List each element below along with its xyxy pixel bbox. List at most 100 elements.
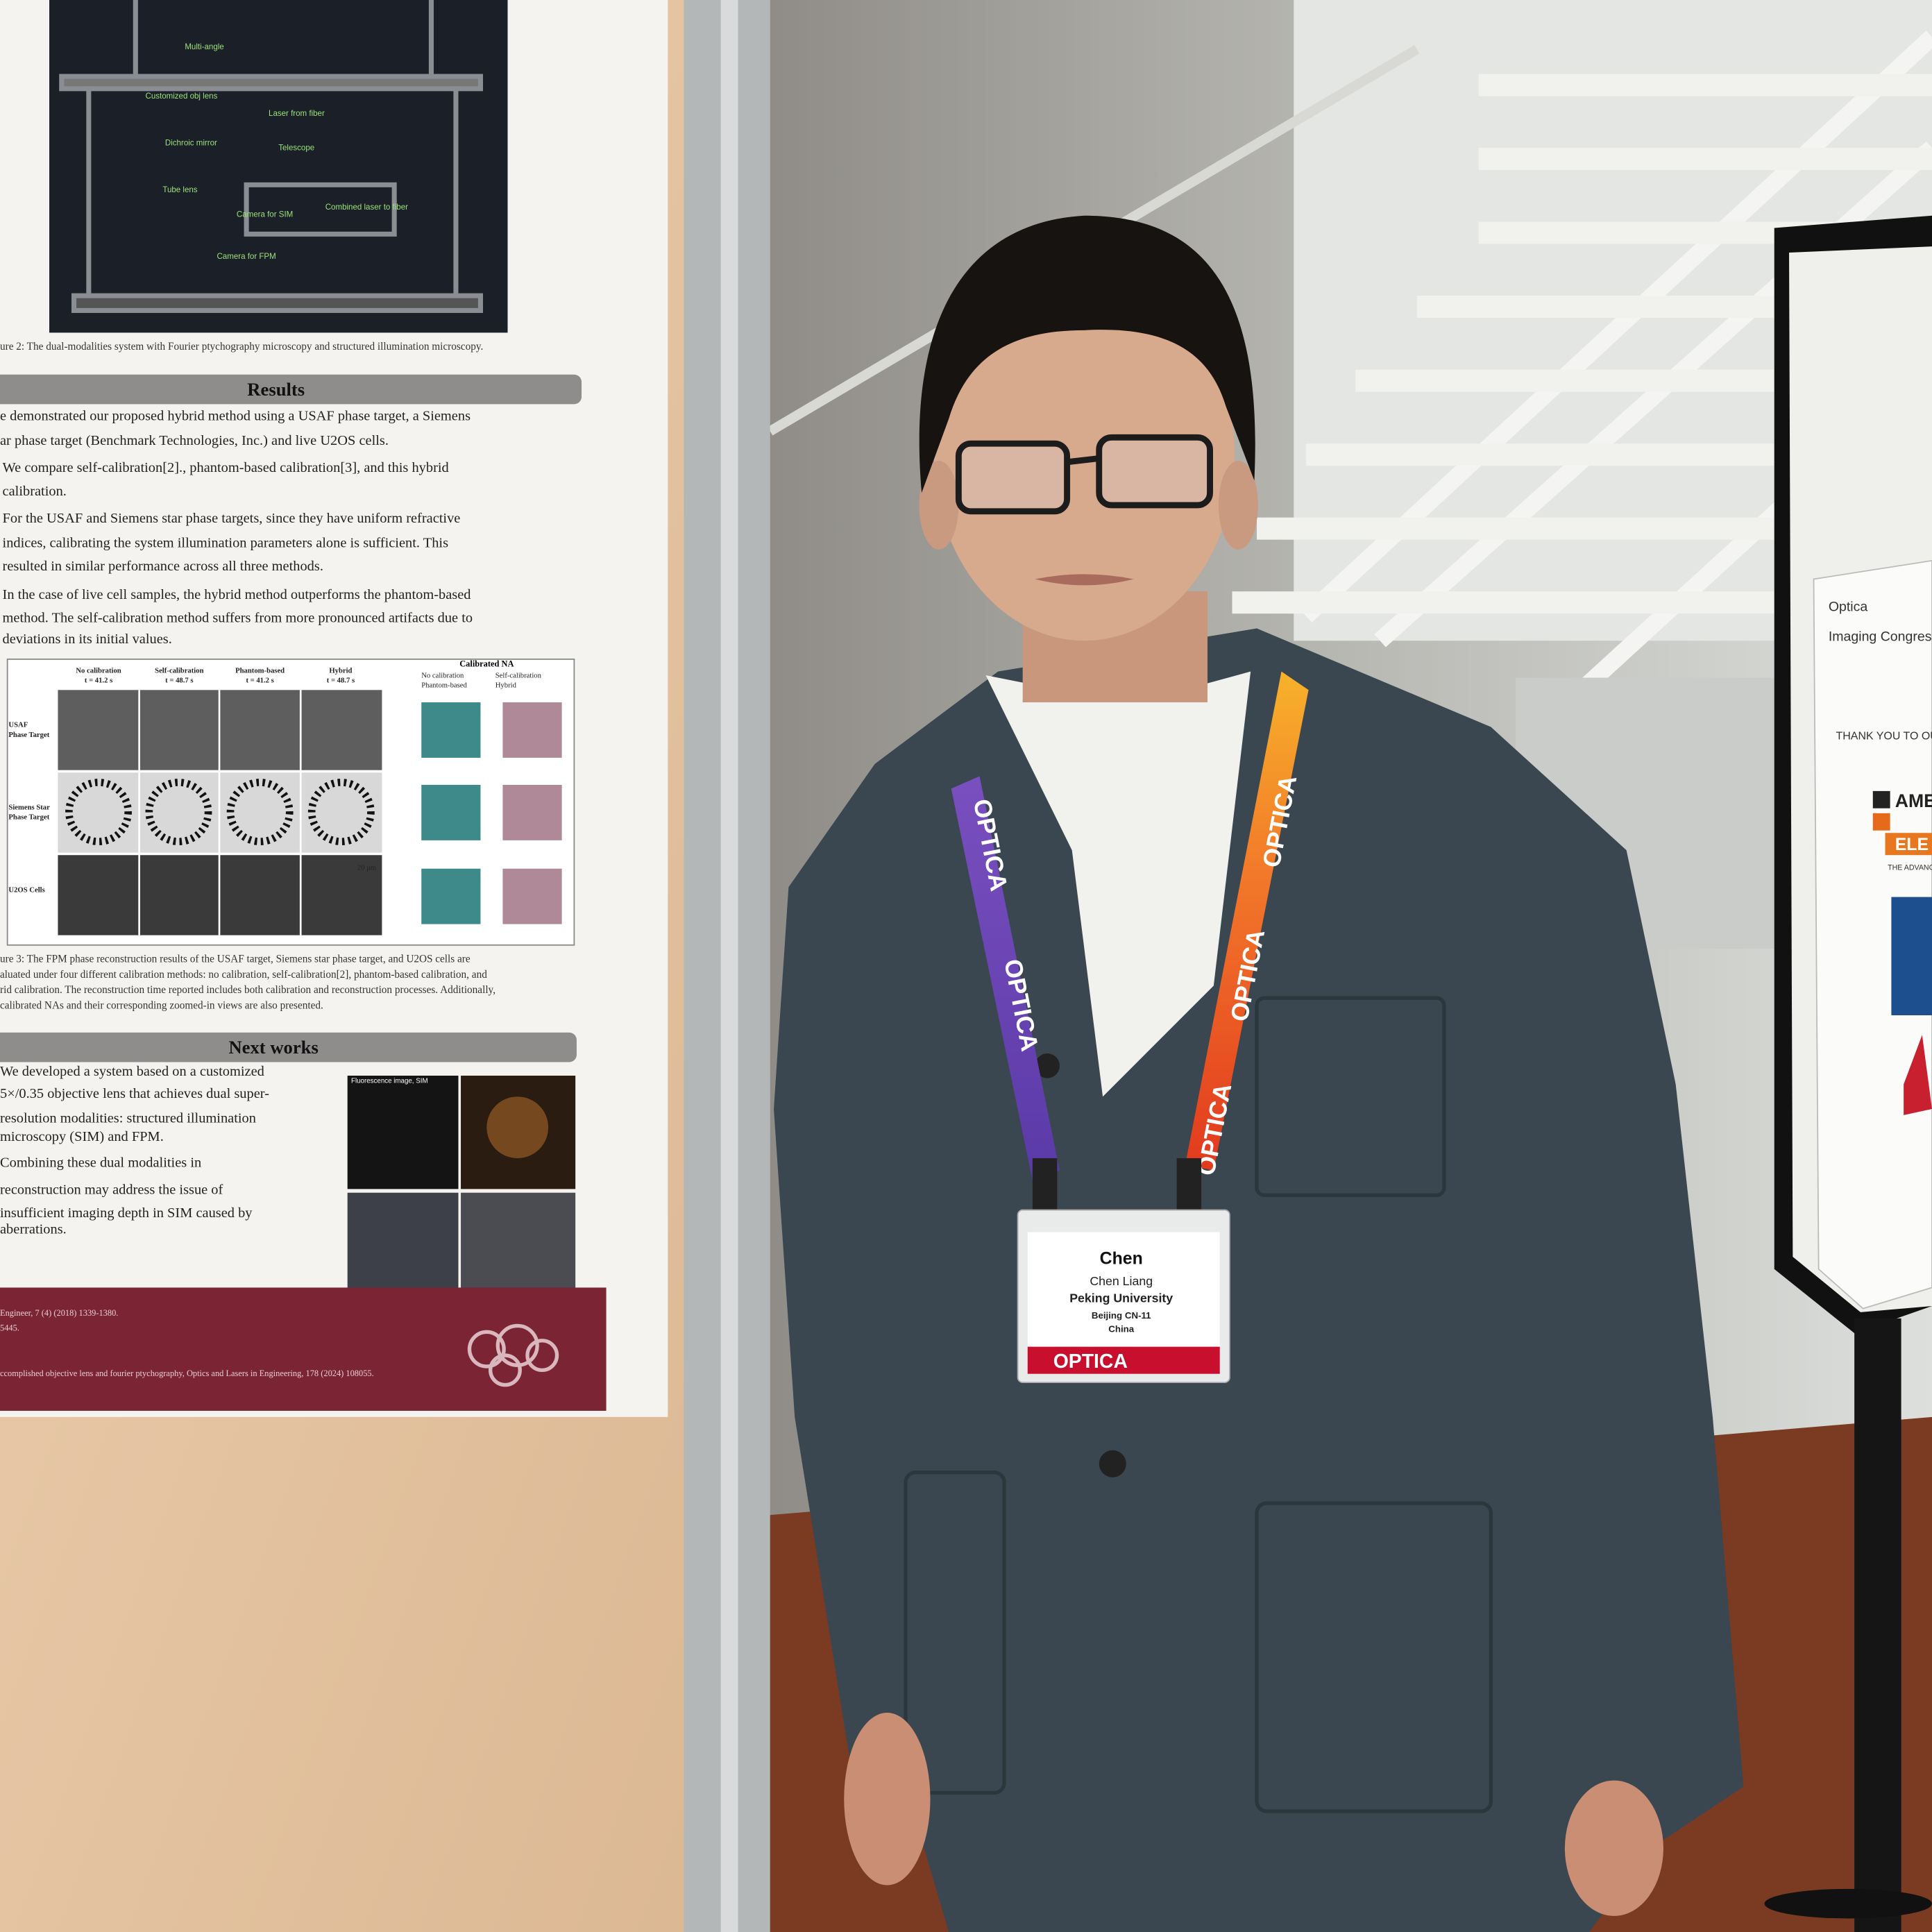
figure-caption: ure 2: The dual-modalities system with F… (0, 341, 483, 353)
badge-country: China (1108, 1323, 1135, 1334)
glasses (955, 434, 1213, 515)
body-text: For the USAF and Siemens star phase targ… (3, 511, 461, 526)
figure-label: Multi-angle (185, 43, 223, 51)
line (1067, 455, 1100, 466)
figure-caption: rid calibration. The reconstruction time… (0, 984, 495, 996)
body-text: ar phase target (Benchmark Technologies,… (0, 433, 389, 448)
badge-affiliation: Peking University (1069, 1291, 1173, 1305)
g: Multi-angle Customized obj lens Laser fr… (146, 43, 409, 261)
circle (525, 1339, 559, 1373)
rect (347, 1076, 459, 1189)
column-header: Self-calibration (155, 667, 203, 675)
figure-label: Fluorescence image, SIM (351, 1078, 428, 1085)
g: No calibration t = 41.2 s Self-calibration… (76, 667, 355, 684)
figure-label: Customized obj lens (146, 92, 218, 101)
sponsor-tagline: THE ADVANCED M (1888, 864, 1932, 872)
pillar-highlight (720, 0, 738, 1932)
body-text: resulted in similar performance across a… (3, 559, 323, 574)
section-heading: Next works (228, 1037, 318, 1058)
figure-2-photo (49, 0, 508, 333)
rect (502, 868, 562, 924)
body-text: We developed a system based on a customi… (0, 1064, 264, 1079)
body-text: Combining these dual modalities in (0, 1155, 201, 1170)
reference: Engineer, 7 (4) (2018) 1339-1380. (0, 1308, 118, 1318)
section-heading: Results (247, 379, 305, 400)
stand-base (1764, 1888, 1932, 1919)
face (933, 271, 1235, 641)
figure-4 (347, 1076, 576, 1307)
button (1099, 1450, 1126, 1477)
pocket (904, 1471, 1006, 1795)
sign-title: Optica (1829, 600, 1868, 615)
rect (1416, 296, 1787, 319)
circle (145, 779, 212, 845)
figure-label: Combined laser to fiber (325, 203, 408, 212)
figure-caption: calibrated NAs and their corresponding z… (0, 999, 323, 1011)
body-text: In the case of live cell samples, the hy… (3, 587, 471, 602)
rect (1306, 443, 1774, 466)
body-text: aberrations. (0, 1221, 67, 1237)
rect (1872, 790, 1890, 808)
sponsor-name: ELE (1895, 836, 1929, 854)
g: No calibration Self-calibration Phantom-ba… (421, 672, 541, 690)
cloud-ornament (467, 1323, 559, 1387)
rect (347, 1192, 459, 1307)
column-header: t = 48.7 s (165, 677, 193, 685)
reference: 5445. (0, 1323, 19, 1333)
column-header: Hybrid (329, 667, 352, 675)
section-bar (0, 374, 582, 405)
body-text: resolution modalities: structured illumi… (0, 1110, 256, 1126)
sign-poster (1813, 559, 1932, 1310)
column-header: t = 48.7 s (327, 677, 355, 685)
body-text: We compare self-calibration[2]., phantom… (3, 460, 449, 475)
legend-entry: No calibration (421, 672, 464, 680)
optical-setup (59, 0, 483, 313)
scale-bar: 20 μm (357, 865, 377, 872)
rect (502, 702, 562, 758)
rect (461, 1192, 576, 1307)
row-label: Phase Target (8, 731, 49, 739)
rect (244, 182, 397, 237)
figure-label: Dichroic mirror (165, 139, 217, 148)
body-text: 5×/0.35 objective lens that achieves dua… (0, 1086, 269, 1101)
rect (502, 785, 562, 840)
rect (955, 440, 1071, 515)
rect (1872, 813, 1890, 831)
lanyard (951, 776, 1060, 1180)
rect (421, 868, 481, 924)
body-text: microscopy (SIM) and FPM. (0, 1129, 164, 1144)
g: We developed a system based on a customi… (0, 1064, 269, 1237)
g (138, 690, 302, 935)
rect (59, 74, 483, 92)
circle (467, 1330, 506, 1368)
figure-label: Laser from fiber (269, 110, 325, 118)
badge-first-name: Chen (1100, 1250, 1143, 1269)
hand (844, 1712, 931, 1886)
figure-caption: aluated under four different calibration… (0, 969, 487, 981)
reconstruction-grid (58, 690, 382, 935)
rect (1096, 434, 1213, 509)
g: USAF Phase Target Siemens Star Phase Target… (8, 722, 50, 895)
figure-label: Camera for SIM (237, 210, 293, 219)
legend-entry: Self-calibration (495, 672, 542, 680)
row-label: USAF (8, 722, 28, 729)
sponsor-name: AME (1895, 790, 1932, 811)
body-text: method. The self-calibration method suff… (3, 611, 473, 626)
sign-title: Imaging Congress (1829, 629, 1932, 644)
column-header: t = 41.2 s (85, 677, 112, 685)
pocket (1255, 1501, 1493, 1813)
circle (486, 1096, 549, 1158)
sponsor-logo (1891, 897, 1932, 1016)
na-zoom (502, 702, 562, 924)
column-header: t = 41.2 s (246, 677, 273, 685)
badge-band (1027, 1346, 1220, 1374)
body-text: indices, calibrating the system illumina… (3, 535, 449, 550)
body-text: reconstruction may address the issue of (0, 1182, 223, 1197)
circle (307, 779, 375, 845)
body-text: deviations in its initial values. (3, 632, 172, 647)
ear (919, 461, 959, 550)
rect (421, 702, 481, 758)
sign-thanks: THANK YOU TO OUR CO (1836, 730, 1932, 742)
